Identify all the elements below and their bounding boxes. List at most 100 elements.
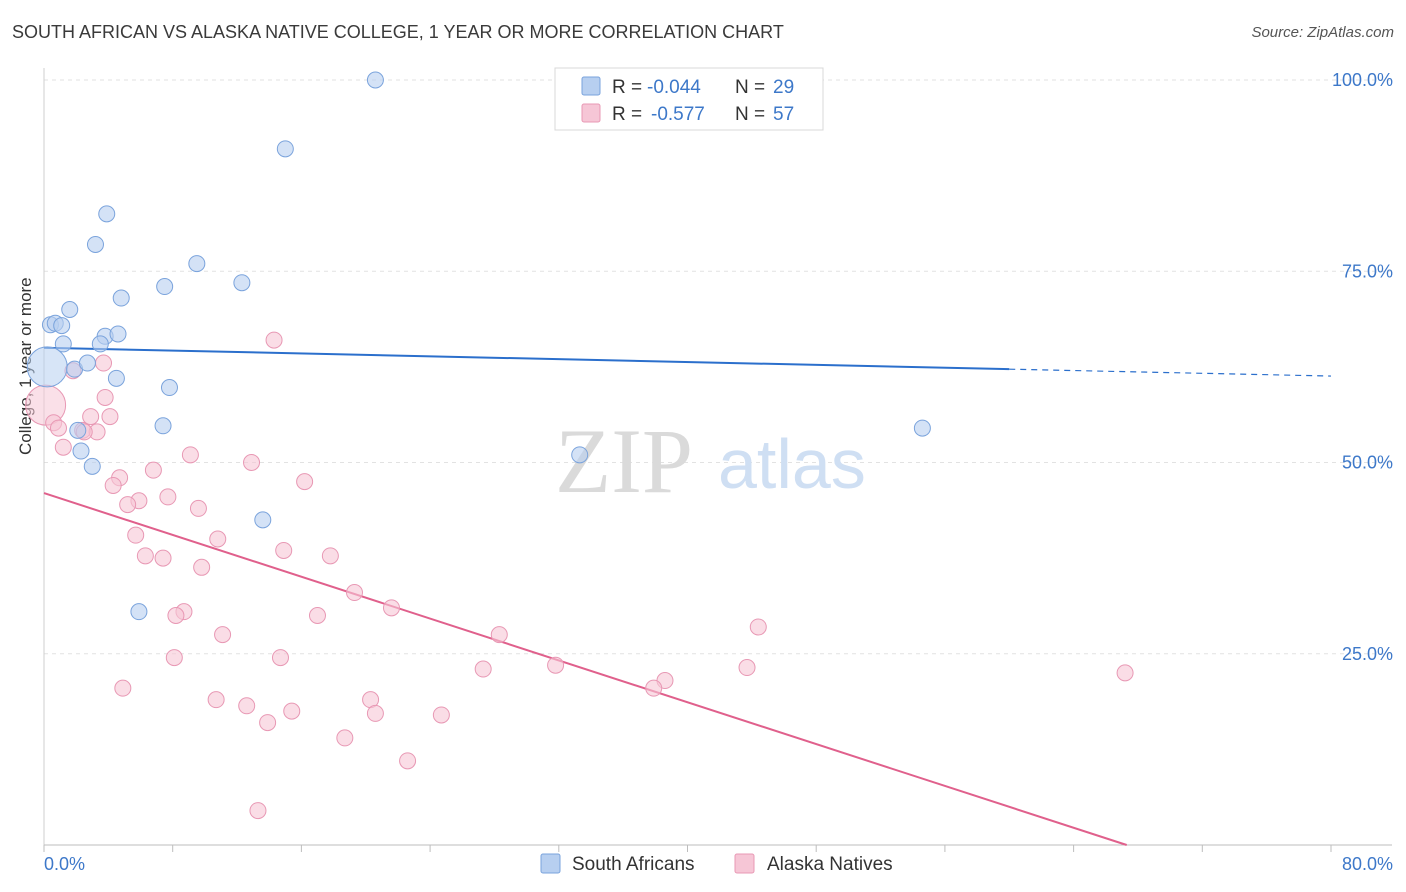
point-alaska-natives-32 (167, 607, 185, 624)
point-alaska-natives-42 (1116, 664, 1134, 682)
point-alaska-natives-44 (645, 679, 663, 697)
legend-series: South Africans Alaska Natives (540, 853, 893, 875)
point-alaska-natives-14 (144, 461, 162, 479)
point-alaska-natives-1 (95, 354, 113, 372)
axes (43, 68, 1392, 852)
legend-r-label-2: R = (612, 104, 642, 125)
point-alaska-natives-34 (490, 626, 508, 644)
point-south-africans-0 (366, 71, 384, 89)
point-alaska-natives-40 (738, 659, 756, 677)
legend-label-south-africans: South Africans (572, 854, 695, 875)
y-tick-label-75: 75.0% (1342, 261, 1393, 281)
point-alaska-natives-17 (296, 473, 314, 491)
legend-n-value-2: 57 (773, 104, 794, 125)
point-south-africans-20 (69, 421, 87, 439)
point-south-africans-28 (53, 317, 71, 335)
point-alaska-natives-50 (366, 704, 384, 722)
trend-line-south-africans-extension (1009, 368, 1332, 377)
point-alaska-natives-46 (207, 691, 225, 709)
point-south-africans-1 (276, 140, 294, 158)
legend-swatch-alaska-natives (734, 853, 755, 874)
point-alaska-natives-11 (54, 438, 72, 456)
trend-line-south-africans (43, 346, 1010, 371)
point-alaska-natives-51 (432, 706, 450, 724)
trend-lines (43, 346, 1332, 846)
watermark-atlas: atlas (718, 425, 866, 503)
point-south-africans-24 (571, 446, 589, 464)
legend-correlation: R = -0.044 N = 29 R = -0.577 N = 57 (554, 67, 824, 131)
data-points (25, 71, 1134, 820)
point-alaska-natives-22 (127, 526, 145, 544)
point-alaska-natives-30 (382, 599, 400, 617)
point-south-africans-6 (233, 274, 251, 292)
point-south-africans-23 (83, 457, 101, 475)
point-alaska-natives-37 (165, 649, 183, 667)
point-alaska-natives-36 (749, 618, 767, 636)
point-alaska-natives-20 (119, 496, 137, 514)
point-south-africans-21 (154, 417, 172, 435)
legend-r-label-1: R = (612, 77, 642, 98)
point-alaska-natives-38 (271, 649, 289, 667)
watermark: ZIP atlas (555, 410, 866, 512)
point-south-africans-14 (91, 335, 109, 353)
y-tick-label-50: 50.0% (1342, 453, 1393, 473)
trend-line-alaska-natives (43, 492, 1127, 846)
point-alaska-natives-7 (101, 408, 119, 426)
point-south-africans-26 (130, 603, 148, 621)
point-alaska-natives-41 (474, 660, 492, 678)
point-alaska-natives-54 (399, 752, 417, 770)
point-alaska-natives-27 (154, 549, 172, 567)
point-south-africans-11 (54, 335, 72, 353)
legend-label-alaska-natives: Alaska Natives (767, 854, 893, 875)
point-alaska-natives-48 (238, 697, 256, 715)
point-alaska-natives-45 (114, 679, 132, 697)
point-alaska-natives-25 (321, 547, 339, 565)
point-alaska-natives-35 (214, 626, 232, 644)
point-alaska-natives-52 (259, 714, 277, 732)
point-alaska-natives-8 (49, 419, 67, 437)
point-alaska-natives-13 (243, 454, 261, 471)
point-alaska-natives-23 (209, 530, 227, 548)
point-south-africans-7 (112, 289, 130, 307)
legend-swatch-south-africans (540, 853, 561, 874)
point-south-africans-18 (107, 369, 125, 387)
chart-title: SOUTH AFRICAN VS ALASKA NATIVE COLLEGE, … (12, 22, 784, 42)
point-south-africans-15 (26, 346, 68, 388)
point-alaska-natives-0 (265, 331, 283, 349)
point-south-africans-4 (188, 255, 206, 273)
point-alaska-natives-4 (96, 388, 114, 406)
point-south-africans-27 (913, 419, 931, 437)
legend-r-value-1: -0.044 (647, 77, 701, 98)
point-alaska-natives-16 (104, 476, 122, 494)
x-tick-label-min: 0.0% (44, 854, 85, 874)
point-alaska-natives-6 (82, 408, 100, 426)
point-alaska-natives-18 (159, 488, 177, 506)
point-alaska-natives-55 (249, 802, 267, 820)
point-alaska-natives-49 (283, 702, 301, 720)
point-alaska-natives-33 (308, 607, 326, 624)
point-south-africans-5 (156, 278, 174, 296)
point-alaska-natives-24 (275, 541, 293, 559)
point-alaska-natives-12 (181, 446, 199, 464)
point-south-africans-8 (61, 301, 79, 318)
x-tick-label-max: 80.0% (1342, 854, 1393, 874)
point-south-africans-3 (86, 235, 104, 253)
legend-n-label-1: N = (735, 77, 765, 98)
point-south-africans-2 (98, 205, 116, 223)
legend-n-value-1: 29 (773, 77, 794, 98)
point-south-africans-22 (72, 442, 90, 460)
y-tick-label-100: 100.0% (1332, 70, 1393, 90)
point-alaska-natives-21 (189, 499, 207, 517)
point-alaska-natives-28 (193, 558, 211, 576)
tick-labels: 25.0% 50.0% 75.0% 100.0% 0.0% 80.0% (44, 70, 1393, 874)
legend-r-value-2: -0.577 (651, 104, 705, 125)
point-alaska-natives-29 (345, 584, 363, 602)
point-alaska-natives-53 (336, 729, 354, 747)
legend-n-label-2: N = (735, 104, 765, 125)
legend-swatch-pink (581, 103, 601, 123)
point-alaska-natives-26 (136, 547, 154, 565)
point-alaska-natives-39 (547, 656, 565, 674)
point-south-africans-13 (109, 325, 127, 343)
y-tick-label-25: 25.0% (1342, 644, 1393, 664)
